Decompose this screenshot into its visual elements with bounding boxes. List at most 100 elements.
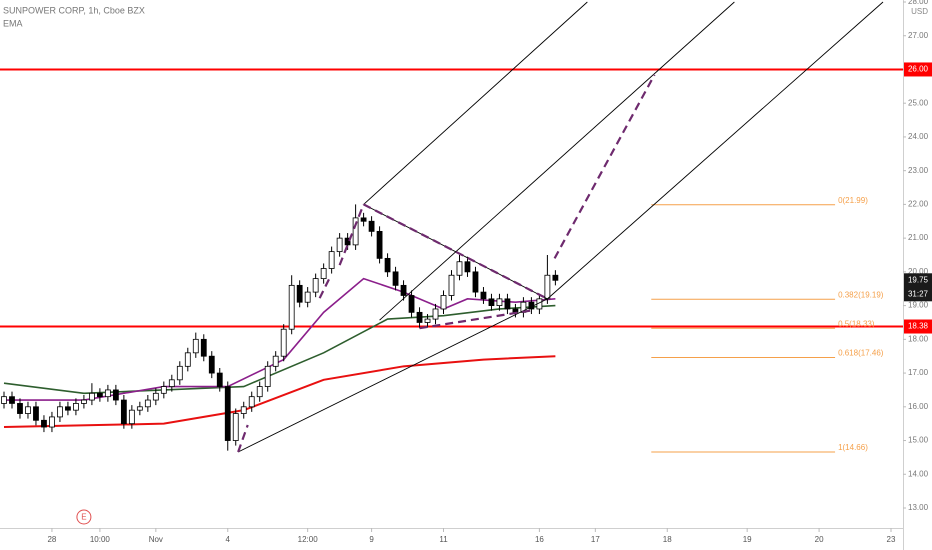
candle-body bbox=[360, 217, 367, 222]
candle-body bbox=[448, 274, 455, 296]
x-tick-label: 19 bbox=[743, 535, 752, 544]
countdown-label: 31:27 bbox=[908, 289, 929, 298]
candle-body bbox=[552, 274, 559, 281]
candle-body bbox=[480, 291, 487, 300]
candle-body bbox=[472, 271, 479, 293]
candle-body bbox=[104, 389, 111, 398]
x-tick-label: 10:00 bbox=[90, 535, 111, 544]
y-tick-label: 28.00 bbox=[908, 0, 929, 6]
x-tick-label: 28 bbox=[47, 535, 56, 544]
candle-body bbox=[408, 295, 415, 313]
candle-body bbox=[176, 365, 183, 381]
candle-body bbox=[96, 392, 103, 398]
y-tick-label: 19.00 bbox=[908, 301, 929, 310]
dashed-trend-line bbox=[318, 277, 331, 299]
candle-body bbox=[184, 352, 191, 367]
last-price-tag bbox=[904, 273, 932, 302]
candle-body bbox=[208, 355, 215, 374]
candle-body bbox=[368, 220, 375, 232]
candle-body bbox=[57, 406, 63, 418]
y-tick-label: 13.00 bbox=[908, 503, 929, 512]
candle-body bbox=[248, 396, 255, 408]
fib-label: 0(21.99) bbox=[838, 196, 868, 205]
candle-body bbox=[240, 406, 247, 414]
pitchfork-line bbox=[379, 1, 735, 321]
candle-body bbox=[488, 298, 495, 306]
y-tick-label: 22.00 bbox=[908, 200, 929, 209]
candle-body bbox=[88, 392, 95, 401]
price-tag-label: 18.38 bbox=[908, 322, 929, 331]
candle-body bbox=[41, 419, 47, 428]
candle-body bbox=[1, 396, 7, 404]
candle-body bbox=[544, 274, 551, 300]
candle-body bbox=[200, 338, 207, 357]
candle-body bbox=[264, 365, 271, 387]
pitchfork-line bbox=[363, 1, 588, 205]
candle-body bbox=[128, 409, 135, 425]
fib-label: 1(14.66) bbox=[838, 443, 868, 452]
candle-body bbox=[280, 328, 287, 357]
x-tick-label: 4 bbox=[226, 535, 231, 544]
candle-body bbox=[216, 372, 223, 387]
fib-label: 0.618(17.46) bbox=[838, 349, 884, 358]
y-tick-label: 25.00 bbox=[908, 98, 929, 107]
candle-body bbox=[384, 257, 391, 273]
y-tick-label: 24.00 bbox=[908, 132, 929, 141]
candle-body bbox=[344, 237, 351, 246]
candle-body bbox=[496, 298, 503, 306]
candle-body bbox=[112, 389, 119, 401]
indicator-name: EMA bbox=[3, 18, 23, 28]
candle-body bbox=[352, 217, 359, 246]
candle-body bbox=[312, 278, 319, 293]
event-marker bbox=[76, 509, 92, 525]
fib-label: 0.382(19.19) bbox=[838, 290, 884, 299]
candle-body bbox=[224, 386, 231, 441]
candle-body bbox=[288, 284, 295, 330]
candle-body bbox=[400, 284, 407, 296]
candle-body bbox=[160, 386, 167, 394]
dashed-trend-line bbox=[338, 203, 365, 266]
candle-body bbox=[192, 338, 199, 354]
pitchfork-line bbox=[547, 1, 884, 300]
candle-body bbox=[440, 295, 447, 310]
candle-body bbox=[464, 261, 471, 273]
candle-body bbox=[25, 406, 31, 414]
dashed-trend-line bbox=[237, 424, 249, 453]
candle-body bbox=[304, 291, 311, 303]
candle-body bbox=[120, 399, 127, 425]
ema-line bbox=[3, 355, 556, 429]
y-tick-label: 27.00 bbox=[908, 31, 929, 40]
candle-body bbox=[392, 271, 399, 286]
candle-body bbox=[81, 399, 87, 404]
y-tick-label: 17.00 bbox=[908, 368, 929, 377]
x-tick-label: 18 bbox=[663, 535, 672, 544]
candle-body bbox=[73, 403, 79, 411]
candle-body bbox=[168, 379, 175, 387]
candle-body bbox=[456, 261, 463, 276]
candle-body bbox=[152, 392, 159, 401]
candle-body bbox=[17, 403, 23, 414]
y-tick-label: 18.00 bbox=[908, 334, 929, 343]
candle-body bbox=[9, 396, 15, 404]
price-tag bbox=[904, 319, 932, 334]
y-tick-label: 16.00 bbox=[908, 402, 929, 411]
x-tick-label: 20 bbox=[815, 535, 824, 544]
candle-body bbox=[65, 406, 71, 411]
currency: USD bbox=[911, 7, 928, 16]
price-tag bbox=[904, 62, 932, 77]
event-label: E bbox=[81, 513, 86, 522]
chart-title: SUNPOWER CORP, 1h, Cboe BZX bbox=[3, 5, 145, 15]
candle-body bbox=[49, 416, 55, 428]
candle-body bbox=[336, 237, 343, 253]
x-tick-label: 12:00 bbox=[298, 535, 319, 544]
candle-body bbox=[256, 386, 263, 398]
dashed-trend-line bbox=[553, 74, 656, 259]
candle-body bbox=[432, 308, 439, 320]
price-tag-label: 26.00 bbox=[908, 65, 929, 74]
candle-body bbox=[424, 318, 431, 323]
candle-body bbox=[296, 284, 303, 303]
candle-body bbox=[512, 308, 519, 313]
candle-body bbox=[33, 406, 39, 421]
